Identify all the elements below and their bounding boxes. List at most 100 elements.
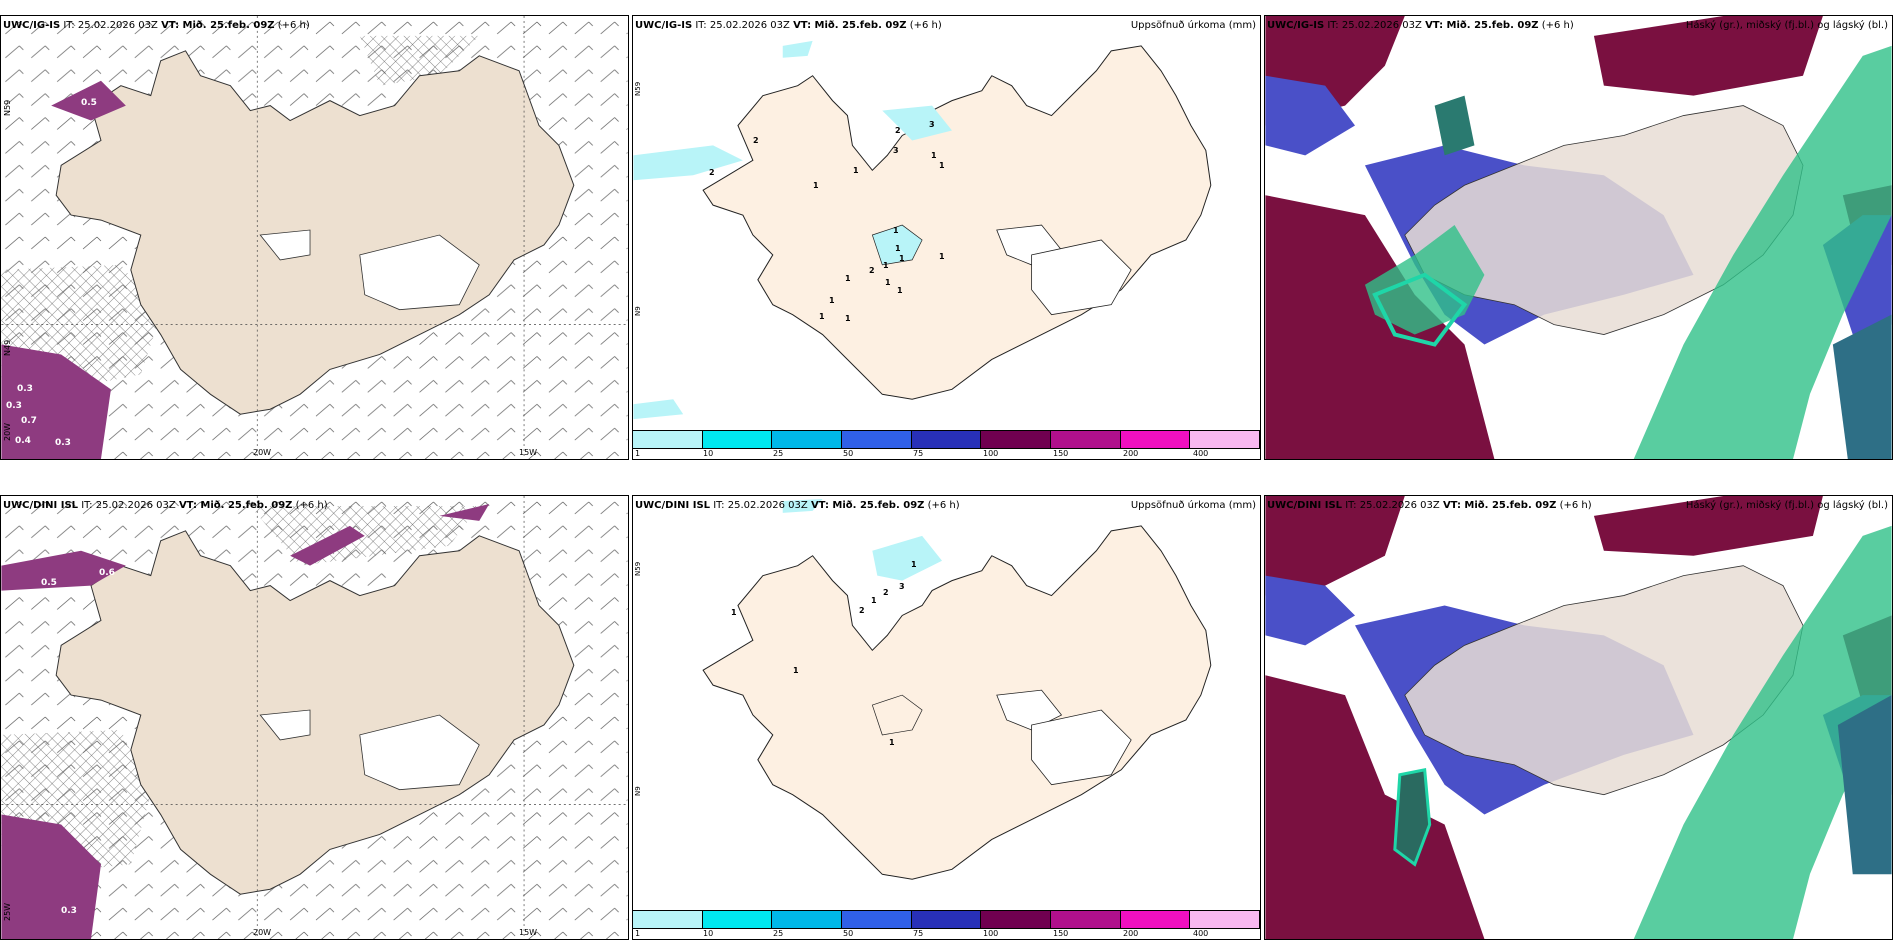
colorbar-tick: 200 [1123, 929, 1139, 938]
contour-label: 1 [883, 261, 889, 270]
colorbar-swatch [772, 911, 843, 928]
value-label: 0.5 [81, 98, 97, 108]
colorbar-swatch [1190, 911, 1260, 928]
colorbar-swatch [772, 431, 843, 448]
precip-area [782, 498, 823, 513]
precip-area [633, 145, 743, 181]
contour-label: 1 [931, 151, 937, 160]
lon-label: 15W [519, 928, 538, 937]
cloud-high-area [1265, 16, 1892, 459]
glacier [359, 714, 480, 791]
precip-area [439, 503, 490, 521]
cloud-low-core [1393, 767, 1432, 867]
contour-label: 1 [731, 608, 737, 617]
value-label: 0.5 [41, 578, 57, 588]
colorbar-swatch [911, 431, 982, 448]
contour-label: 1 [819, 312, 825, 321]
precip-panel-header: UWC/IG-IS IT: 25.02.2026 03Z VT: Mið. 25… [635, 20, 942, 31]
precip-area [871, 224, 923, 266]
value-label: 0.3 [61, 906, 77, 916]
colorbar-labels: 1 10 25 50 75 100 150 200 400 [633, 449, 1260, 459]
contour-label: 1 [853, 166, 859, 175]
colorbar-swatch [1120, 911, 1191, 928]
precip-map [633, 40, 1212, 420]
contour-label: 1 [889, 738, 895, 747]
colorbar-swatch [842, 431, 912, 448]
contour-label: 1 [939, 252, 945, 261]
wind-panel-row1: UWC/IG-IS IT: 25.02.2026 03Z VT: Mið. 25… [0, 15, 629, 460]
value-label: 0.3 [55, 438, 71, 448]
contour-label: 3 [929, 120, 935, 129]
lat-label: N9 [634, 306, 642, 316]
cloud-map [1265, 496, 1892, 939]
glacier [871, 694, 923, 736]
colorbar-tick: 1 [635, 449, 641, 458]
cloud-low-area [1364, 45, 1892, 459]
colorbar-tick: 150 [1053, 929, 1069, 938]
colorbar-swatch [633, 911, 703, 928]
colorbar-tick: 400 [1193, 449, 1209, 458]
colorbar-swatch [842, 911, 912, 928]
colorbar-tick: 50 [843, 929, 854, 938]
lat-label: N59 [634, 81, 642, 96]
precip-panel-row1: UWC/IG-IS IT: 25.02.2026 03Z VT: Mið. 25… [632, 15, 1261, 460]
precip-area [782, 40, 813, 58]
colorbar-tick: 400 [1193, 929, 1209, 938]
glacier [1031, 239, 1132, 316]
iceland-land [702, 45, 1212, 400]
colorbar-tick: 10 [703, 449, 714, 458]
colorbar-tick: 25 [773, 929, 784, 938]
colorbar-swatch [911, 911, 982, 928]
colorbar-tick: 1 [635, 929, 641, 938]
wind-map [1, 496, 628, 939]
contour-label: 1 [911, 560, 917, 569]
cloud-panel-header: UWC/IG-IS IT: 25.02.2026 03Z VT: Mið. 25… [1267, 20, 1574, 31]
lat-label: N59 [3, 99, 12, 116]
lon-label: 20W [253, 928, 272, 937]
wind-map [1, 16, 628, 459]
contour-label: 1 [893, 226, 899, 235]
glacier [259, 229, 311, 261]
lon-label: 15W [519, 448, 538, 457]
contour-label: 2 [753, 136, 759, 145]
glacier [359, 234, 480, 311]
rain-hatch-area [359, 35, 480, 86]
colorbar-swatch [981, 911, 1052, 928]
cloud-title: Háský (gr.), miðský (fj.bl.) og lágský (… [1685, 500, 1888, 511]
colorbar-tick: 75 [913, 449, 924, 458]
colorbar-swatch [1120, 431, 1191, 448]
colorbar-swatch [702, 431, 773, 448]
lon-label: 20W [253, 448, 272, 457]
colorbar-swatch [702, 911, 773, 928]
contour-label: 3 [893, 146, 899, 155]
colorbar-tick: 75 [913, 929, 924, 938]
iceland-land [55, 530, 575, 895]
contour-label: 1 [899, 254, 905, 263]
contour-label: 1 [845, 274, 851, 283]
contour-label: 1 [871, 596, 877, 605]
cloud-teal-area [1837, 695, 1892, 875]
contour-label: 1 [829, 296, 835, 305]
value-label: 0.3 [17, 384, 33, 394]
contour-label: 2 [895, 126, 901, 135]
colorbar-tick: 25 [773, 449, 784, 458]
lat-label: N59 [634, 561, 642, 576]
contour-label: 1 [845, 314, 851, 323]
precip-area [882, 105, 952, 141]
precip-area [51, 80, 126, 121]
contour-label: 1 [885, 278, 891, 287]
wind-panel-row2: UWC/DINI ISL IT: 25.02.2026 03Z VT: Mið.… [0, 495, 629, 940]
precip-area [1, 344, 111, 459]
value-label: 0.3 [6, 401, 22, 411]
colorbar-tick: 50 [843, 449, 854, 458]
precip-title: Uppsöfnuð úrkoma (mm) [1130, 500, 1256, 511]
cloud-low-area [1633, 525, 1892, 939]
precip-panel-row2: UWC/DINI ISL IT: 25.02.2026 03Z VT: Mið.… [632, 495, 1261, 940]
lat-label: N49 [3, 339, 12, 356]
colorbar-swatch [633, 431, 703, 448]
lat-label: N9 [634, 786, 642, 796]
contour-label: 2 [709, 168, 715, 177]
iceland-land [55, 50, 575, 415]
glacier [1031, 709, 1132, 786]
colorbar-labels: 1 10 25 50 75 100 150 200 400 [633, 929, 1260, 939]
